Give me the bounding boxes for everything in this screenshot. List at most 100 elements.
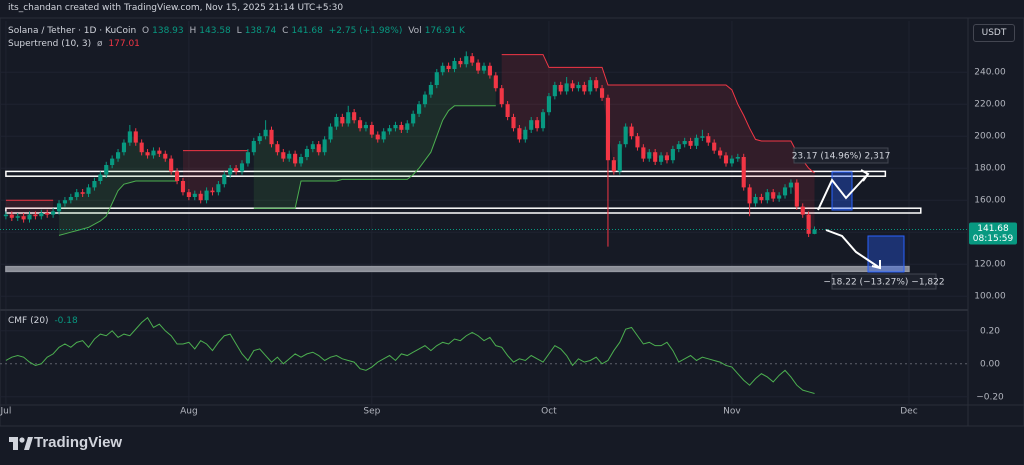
candle-body xyxy=(434,72,439,85)
currency-button[interactable]: USDT xyxy=(973,24,1015,42)
candle-body xyxy=(664,155,670,161)
candle-body xyxy=(310,144,315,149)
candle-body xyxy=(115,152,121,159)
candle-body xyxy=(21,216,26,220)
candle-body xyxy=(169,158,174,172)
brand-name: TradingView xyxy=(34,434,123,451)
x-tick-label: Nov xyxy=(723,407,741,417)
candle-body xyxy=(121,142,127,153)
candle-body xyxy=(782,187,788,196)
candle-body xyxy=(535,120,540,129)
candle-body xyxy=(186,192,191,197)
candle-body xyxy=(670,149,675,161)
candle-body xyxy=(481,65,487,71)
indicator-value: -0.18 xyxy=(54,316,78,326)
candle-body xyxy=(175,171,180,181)
candle-body xyxy=(399,125,404,130)
candle-body xyxy=(570,83,575,89)
candle-body xyxy=(611,160,616,172)
candle-body xyxy=(381,131,386,140)
last-price-badge xyxy=(969,222,1017,245)
candle-body xyxy=(393,125,398,129)
supertrend-line xyxy=(253,105,496,209)
candle-body xyxy=(641,147,646,159)
candle-body xyxy=(9,214,14,218)
candle-body xyxy=(546,96,551,113)
logo-part xyxy=(13,437,18,450)
candle-body xyxy=(476,62,481,71)
candle-body xyxy=(411,113,416,124)
candle-body xyxy=(316,144,321,153)
candle-body xyxy=(328,126,333,140)
candle-body xyxy=(198,193,203,201)
candle-body xyxy=(163,153,168,159)
x-tick-label: Jul xyxy=(0,407,11,417)
y-tick-label: 220.00 xyxy=(974,100,1006,110)
supertrend-legend: Supertrend (10, 3) ø 177.01 xyxy=(8,39,143,49)
candle-body xyxy=(110,158,115,165)
x-tick-label: Oct xyxy=(541,407,557,417)
candle-body xyxy=(588,80,593,92)
candle-body xyxy=(788,182,793,188)
candle-body xyxy=(80,192,85,194)
x-tick-label: Aug xyxy=(180,407,198,417)
y-tick-label: −0.20 xyxy=(976,392,1004,402)
y-tick-label: 0.00 xyxy=(980,359,1000,369)
ohlc-value: 138.74 xyxy=(244,26,277,36)
price-zone xyxy=(5,207,922,214)
candle-body xyxy=(806,214,811,234)
candle-body xyxy=(405,123,410,130)
ohlc-key: H xyxy=(189,26,197,36)
candle-body xyxy=(682,141,687,145)
candle-body xyxy=(576,85,581,89)
last-price-label: 141.68 xyxy=(977,224,1009,234)
candle-body xyxy=(127,131,132,143)
annotations: 23.17 (14.96%) 2,317 −18.22 (−13.27%) −1… xyxy=(792,147,945,290)
candle-body xyxy=(322,139,327,153)
cmf-legend: CMF (20) -0.18 xyxy=(8,316,81,326)
candle-body xyxy=(487,65,492,76)
arrow-head xyxy=(871,260,881,270)
candle-body xyxy=(694,137,699,146)
candle-body xyxy=(204,190,209,201)
candle-body xyxy=(812,229,817,234)
volume-value: 176.91 K xyxy=(424,26,465,36)
candle-body xyxy=(800,206,805,215)
supertrend-fill xyxy=(501,54,815,232)
candle-body xyxy=(139,142,144,153)
symbol-title: Solana / Tether · 1D · KuCoin xyxy=(8,26,137,36)
ohlc-value: 141.68 xyxy=(291,26,323,36)
supertrend-fill xyxy=(59,137,178,236)
supertrend-fill xyxy=(182,150,248,197)
candle-body xyxy=(700,136,705,138)
candle-body xyxy=(771,192,776,199)
y-tick-label: 120.00 xyxy=(974,260,1006,270)
candle-body xyxy=(210,190,215,193)
supertrend-fill xyxy=(253,59,496,209)
candle-body xyxy=(452,61,457,69)
candle-body xyxy=(777,195,782,199)
measure-label-box xyxy=(793,147,889,164)
indicator-value: 177.01 xyxy=(108,39,140,49)
candle-body xyxy=(735,157,740,159)
supertrend-line xyxy=(58,180,178,236)
candle-body xyxy=(741,157,746,188)
x-tick-label: Dec xyxy=(900,407,917,417)
candle-body xyxy=(145,152,150,156)
candle-body xyxy=(304,149,309,157)
y-tick-label: 200.00 xyxy=(974,132,1006,142)
candle-body xyxy=(298,157,304,164)
candle-body xyxy=(251,141,256,153)
candle-body xyxy=(647,152,652,159)
candle-body xyxy=(605,97,611,161)
candle-body xyxy=(375,134,380,140)
candle-body xyxy=(45,213,50,215)
candle-body xyxy=(269,129,274,145)
candle-body xyxy=(747,187,752,204)
candle-body xyxy=(582,85,587,92)
candle-body xyxy=(517,128,522,140)
candle-body xyxy=(464,56,469,65)
candle-body xyxy=(239,163,245,172)
candle-body xyxy=(363,125,369,129)
